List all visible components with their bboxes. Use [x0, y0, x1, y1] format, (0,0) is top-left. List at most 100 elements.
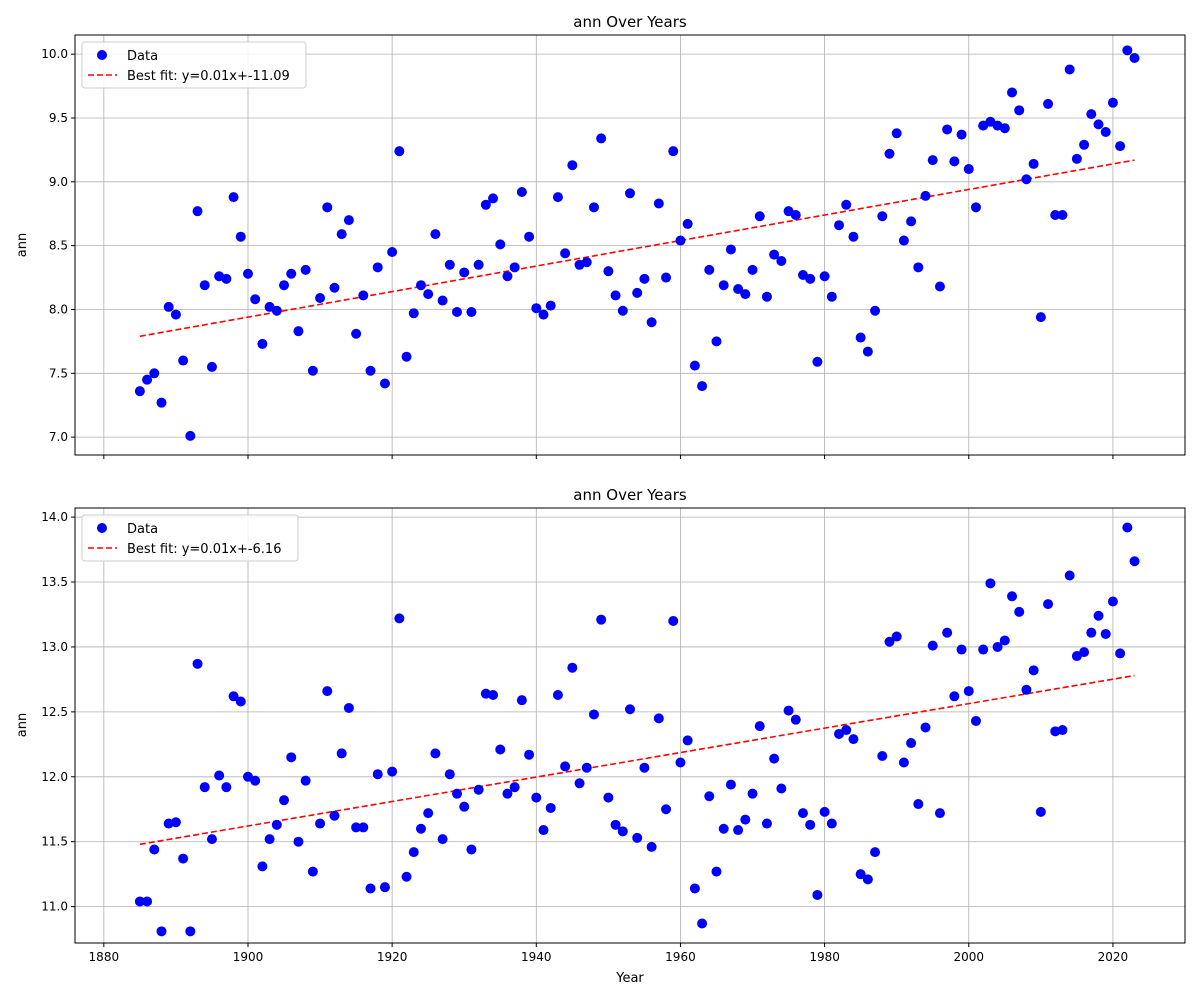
data-point: [329, 282, 340, 293]
data-point: [343, 702, 354, 713]
chart-title: ann Over Years: [573, 13, 687, 31]
data-point: [870, 305, 881, 316]
data-point: [790, 210, 801, 220]
data-point: [826, 291, 837, 302]
data-point: [978, 644, 989, 655]
data-point: [999, 635, 1010, 646]
data-point: [740, 814, 751, 825]
data-point: [999, 123, 1010, 134]
data-point: [516, 695, 527, 706]
data-point: [1050, 210, 1061, 220]
data-point: [675, 757, 686, 768]
legend-label-fit: Best fit: y=0.01x+-11.09: [127, 69, 290, 84]
data-point: [754, 211, 765, 222]
data-point: [552, 689, 563, 700]
data-point: [235, 696, 246, 707]
data-point: [646, 841, 657, 852]
data-point: [855, 332, 866, 343]
data-point: [351, 822, 362, 833]
data-point: [1100, 628, 1111, 639]
data-point: [336, 229, 347, 240]
data-point: [372, 262, 383, 273]
data-point: [415, 823, 426, 834]
data-point: [437, 295, 448, 306]
data-point: [1014, 606, 1025, 617]
data-point: [156, 926, 167, 937]
data-point: [394, 146, 405, 157]
data-point: [776, 783, 787, 794]
data-point: [617, 305, 628, 316]
data-point: [466, 844, 477, 855]
data-point: [891, 128, 902, 139]
data-point: [956, 644, 967, 655]
data-point: [805, 819, 816, 830]
y-tick-label: 9.5: [49, 111, 68, 125]
data-point: [733, 825, 744, 836]
data-point: [423, 808, 434, 819]
data-point: [646, 317, 657, 328]
data-point: [459, 267, 470, 278]
data-point: [661, 804, 672, 815]
chart-title: ann Over Years: [573, 486, 687, 504]
data-point: [1100, 127, 1111, 138]
data-point: [286, 268, 297, 279]
x-axis-label: Year: [615, 971, 644, 986]
data-point: [300, 775, 311, 786]
x-axis-ticks: [103, 455, 1114, 459]
data-point: [264, 834, 275, 845]
data-point: [963, 164, 974, 175]
x-tick-label: 1920: [377, 950, 408, 964]
data-point: [812, 889, 823, 900]
data-point: [250, 294, 261, 305]
chart-top: ann Over Years 7.0 7.5 8.0 8.5 9.0 9.5 10.0 an…: [15, 13, 1186, 459]
data-point: [1021, 684, 1032, 695]
data-point: [214, 770, 225, 781]
data-point: [934, 808, 945, 819]
data-point: [444, 769, 455, 780]
data-point: [718, 280, 729, 291]
data-point: [1079, 139, 1090, 150]
legend-label-data: Data: [127, 49, 158, 64]
data-point: [783, 705, 794, 716]
x-tick-label: 2000: [953, 950, 984, 964]
data-point: [610, 290, 621, 301]
data-point: [170, 817, 181, 828]
data-point: [531, 303, 542, 314]
data-point: [819, 806, 830, 817]
x-tick-label: 1980: [809, 950, 840, 964]
data-point: [733, 284, 744, 295]
legend-label-fit: Best fit: y=0.01x+-6.16: [127, 542, 281, 557]
data-point: [1129, 556, 1140, 567]
data-point: [639, 273, 650, 284]
data-point: [221, 273, 232, 284]
data-points: [134, 522, 1140, 937]
data-point: [653, 198, 664, 209]
legend: Data Best fit: y=0.01x+-6.16: [81, 514, 299, 562]
data-point: [473, 784, 484, 795]
data-point: [689, 360, 700, 371]
y-axis-ticks: 7.0 7.5 8.0 8.5 9.0 9.5 10.0: [41, 47, 75, 444]
data-point: [639, 762, 650, 773]
data-point: [625, 188, 635, 199]
data-point: [1064, 570, 1075, 581]
data-point: [610, 819, 621, 830]
data-point: [242, 268, 253, 279]
data-point: [163, 301, 174, 312]
data-point: [545, 802, 556, 813]
data-point: [293, 326, 304, 337]
y-tick-label: 9.0: [49, 175, 68, 189]
data-point: [725, 779, 736, 790]
y-axis-label: ann: [15, 713, 30, 737]
data-point: [826, 818, 837, 829]
data-point: [906, 738, 917, 749]
data-point: [178, 355, 189, 366]
data-point: [805, 273, 816, 284]
data-point: [228, 691, 239, 702]
data-point: [711, 866, 722, 877]
data-point: [956, 129, 967, 140]
data-point: [927, 640, 938, 651]
data-point: [1079, 647, 1090, 658]
data-point: [617, 826, 628, 837]
plot-frame: [74, 507, 1186, 944]
data-point: [884, 636, 895, 647]
